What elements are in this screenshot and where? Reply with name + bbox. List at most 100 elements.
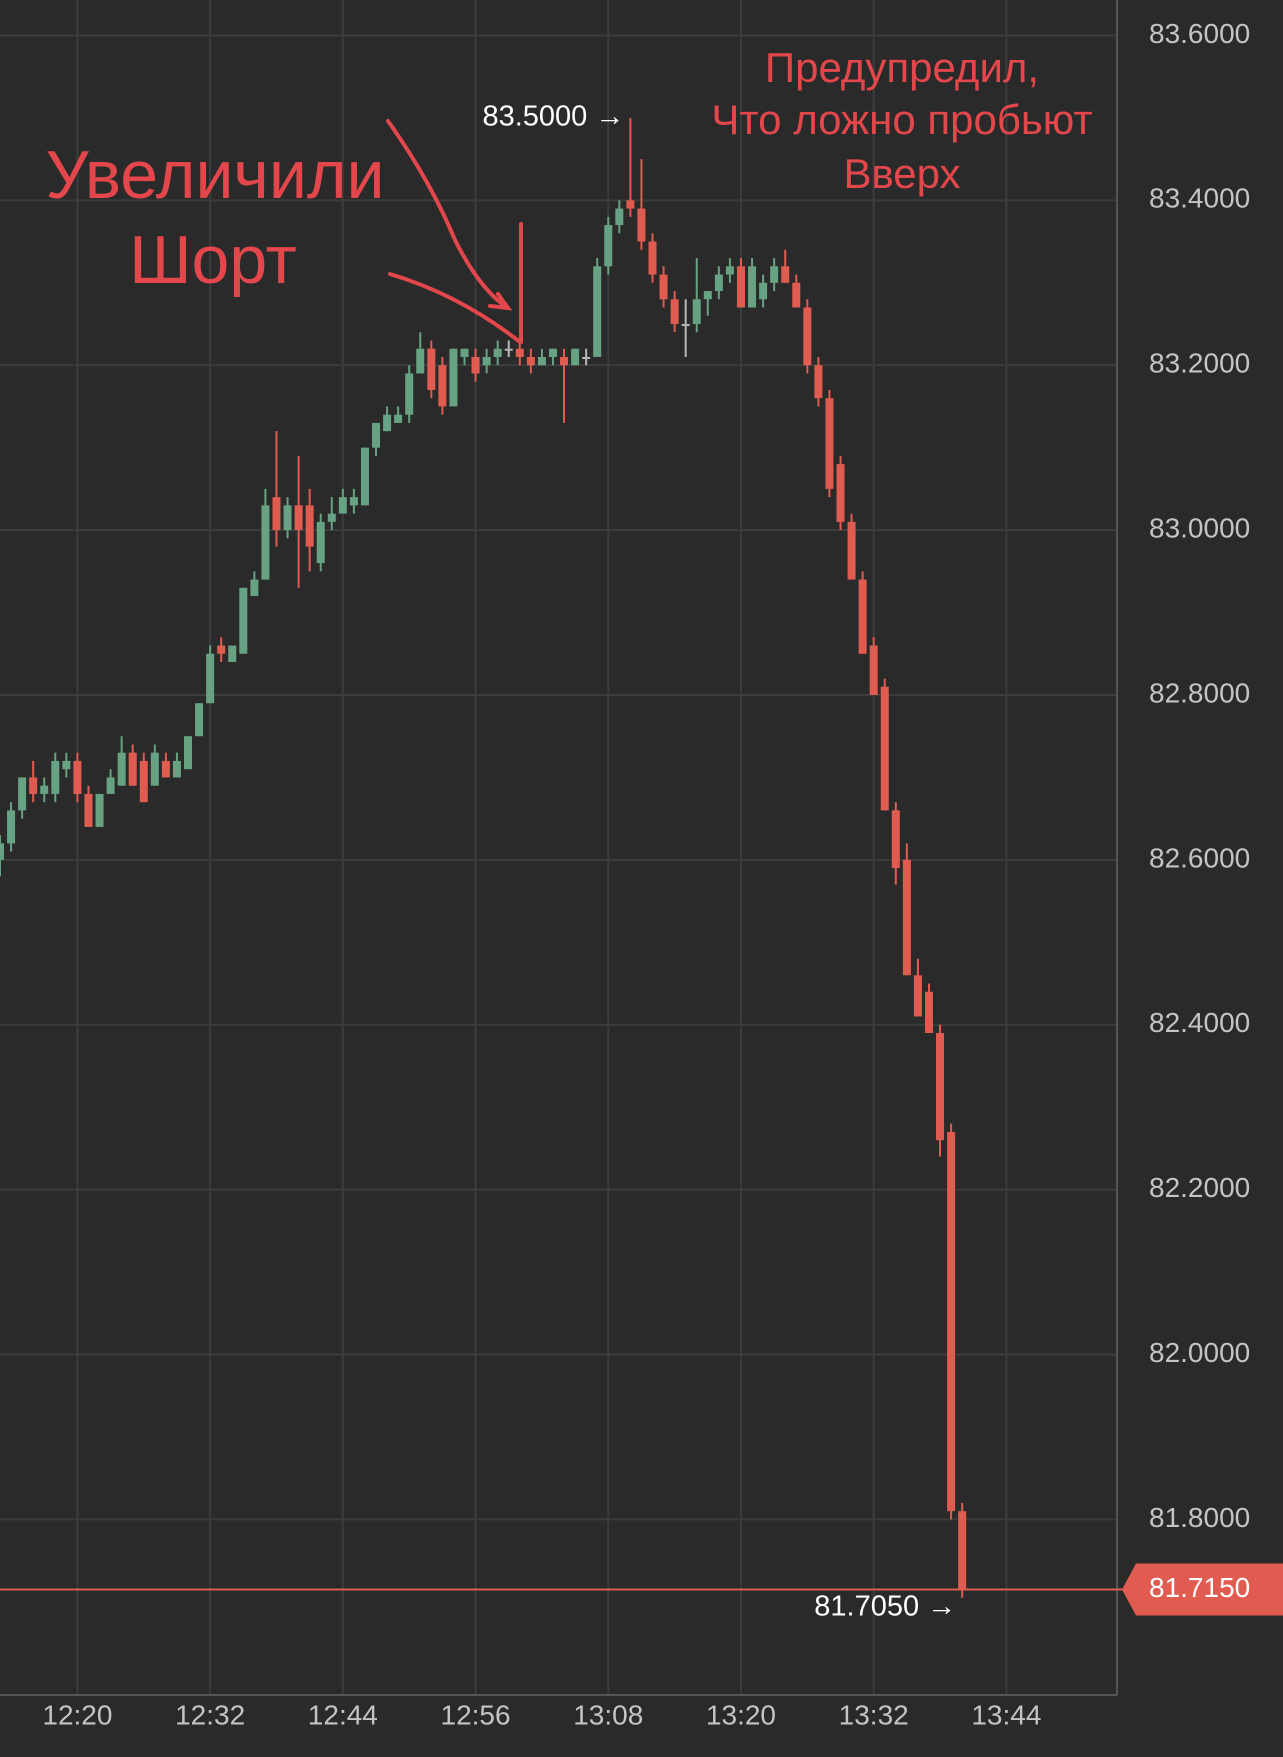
y-tick-label: 83.6000 — [1149, 18, 1250, 49]
candle-body — [128, 752, 137, 786]
candle-body — [936, 1032, 945, 1141]
candle-body — [394, 414, 403, 423]
candle-body — [482, 356, 491, 366]
candle-body — [913, 975, 922, 1017]
candle-body — [427, 348, 436, 390]
annotation: Предупредил, — [765, 44, 1039, 91]
annotation: Увеличили — [45, 137, 384, 213]
x-tick-label: 12:20 — [42, 1699, 112, 1730]
candle-body — [759, 282, 768, 300]
candle-body — [493, 348, 502, 357]
candle-body — [814, 365, 823, 399]
candle-body — [117, 752, 126, 786]
candle-body — [803, 307, 812, 366]
candle-body — [471, 356, 480, 374]
candles — [0, 117, 967, 1598]
candle-body — [305, 505, 314, 547]
candle-body — [947, 1131, 956, 1512]
candle-body — [825, 398, 834, 489]
candle-body — [626, 200, 635, 209]
x-tick-label: 13:20 — [706, 1699, 776, 1730]
candle-body — [725, 266, 734, 275]
candle-body — [792, 282, 801, 308]
annotation: Шорт — [129, 222, 297, 298]
candle-body — [438, 365, 447, 407]
candle-body — [349, 497, 358, 506]
candle-body — [869, 645, 878, 695]
y-tick-label: 83.4000 — [1149, 183, 1250, 214]
x-tick-label: 12:44 — [308, 1699, 378, 1730]
candle-body — [95, 793, 104, 827]
y-tick-label: 81.8000 — [1149, 1502, 1250, 1533]
candle-body — [261, 505, 270, 580]
candle-body — [836, 464, 845, 522]
candle-body — [327, 513, 336, 522]
candle-body — [924, 991, 933, 1033]
candle-body — [648, 241, 657, 275]
hand-arrow-head — [488, 292, 513, 311]
candle-body — [184, 736, 193, 770]
y-tick-label: 82.8000 — [1149, 677, 1250, 708]
candle-body — [62, 760, 71, 770]
candle-body — [272, 497, 281, 531]
y-tick-label: 82.4000 — [1149, 1007, 1250, 1038]
candle-body — [206, 653, 215, 704]
candle-body — [460, 348, 469, 357]
labels: 81.8000 82.0000 82.2000 82.4000 82.6000 82.80… — [0, 18, 1283, 1730]
x-tick-label: 13:32 — [839, 1699, 909, 1730]
candle-body — [18, 777, 27, 811]
candle-body — [736, 266, 745, 308]
candle-body — [360, 447, 369, 506]
y-tick-label: 82.2000 — [1149, 1172, 1250, 1203]
annotation: Что ложно пробьют — [711, 96, 1092, 143]
candle-body — [383, 414, 392, 432]
high-marker: 83.5000 → — [482, 101, 624, 133]
annotation: Вверх — [843, 150, 960, 197]
x-tick-label: 12:32 — [175, 1699, 245, 1730]
candle-body — [84, 793, 93, 827]
hand-arrow — [388, 272, 522, 344]
hand-arrow — [386, 119, 510, 310]
candle-body — [880, 686, 889, 811]
low-marker: 81.7050 → — [814, 1590, 956, 1622]
candle-body — [958, 1511, 967, 1590]
x-tick-label: 12:56 — [441, 1699, 511, 1730]
candle-body — [372, 422, 381, 448]
candle-body — [228, 645, 237, 663]
candle-body — [416, 348, 425, 374]
candle-body — [593, 266, 602, 357]
candle-body — [449, 348, 458, 407]
candle-body — [659, 274, 668, 300]
last-price-label: 81.7150 — [1149, 1572, 1250, 1603]
candle-body — [504, 348, 513, 351]
y-tick-label: 83.2000 — [1149, 348, 1250, 379]
y-tick-label: 82.0000 — [1149, 1337, 1250, 1368]
candle-body — [615, 208, 624, 226]
candle-body — [781, 266, 790, 283]
candle-body — [582, 356, 591, 359]
candle-body — [338, 497, 347, 514]
candle-body — [29, 777, 38, 794]
candle-body — [681, 323, 690, 326]
x-tick-label: 13:08 — [573, 1699, 643, 1730]
candle-body — [560, 356, 569, 366]
candle-body — [73, 760, 82, 794]
candle-body — [7, 810, 16, 844]
last-price-badge — [1122, 1563, 1283, 1616]
hand-annotations: Увеличили Шорт Предупредил, Что ложно пр… — [45, 44, 1093, 344]
candle-body — [106, 777, 115, 794]
candle-body — [51, 760, 60, 794]
y-tick-label: 83.0000 — [1149, 512, 1250, 543]
candle-body — [405, 373, 414, 415]
x-tick-label: 13:44 — [971, 1699, 1041, 1730]
candle-body — [670, 299, 679, 324]
candle-body — [161, 760, 170, 778]
candle-body — [139, 760, 148, 803]
candle-body — [770, 266, 779, 283]
candle-body — [692, 299, 701, 324]
candle-body — [515, 348, 524, 357]
candle-body — [902, 859, 911, 976]
candle-body — [172, 760, 181, 778]
